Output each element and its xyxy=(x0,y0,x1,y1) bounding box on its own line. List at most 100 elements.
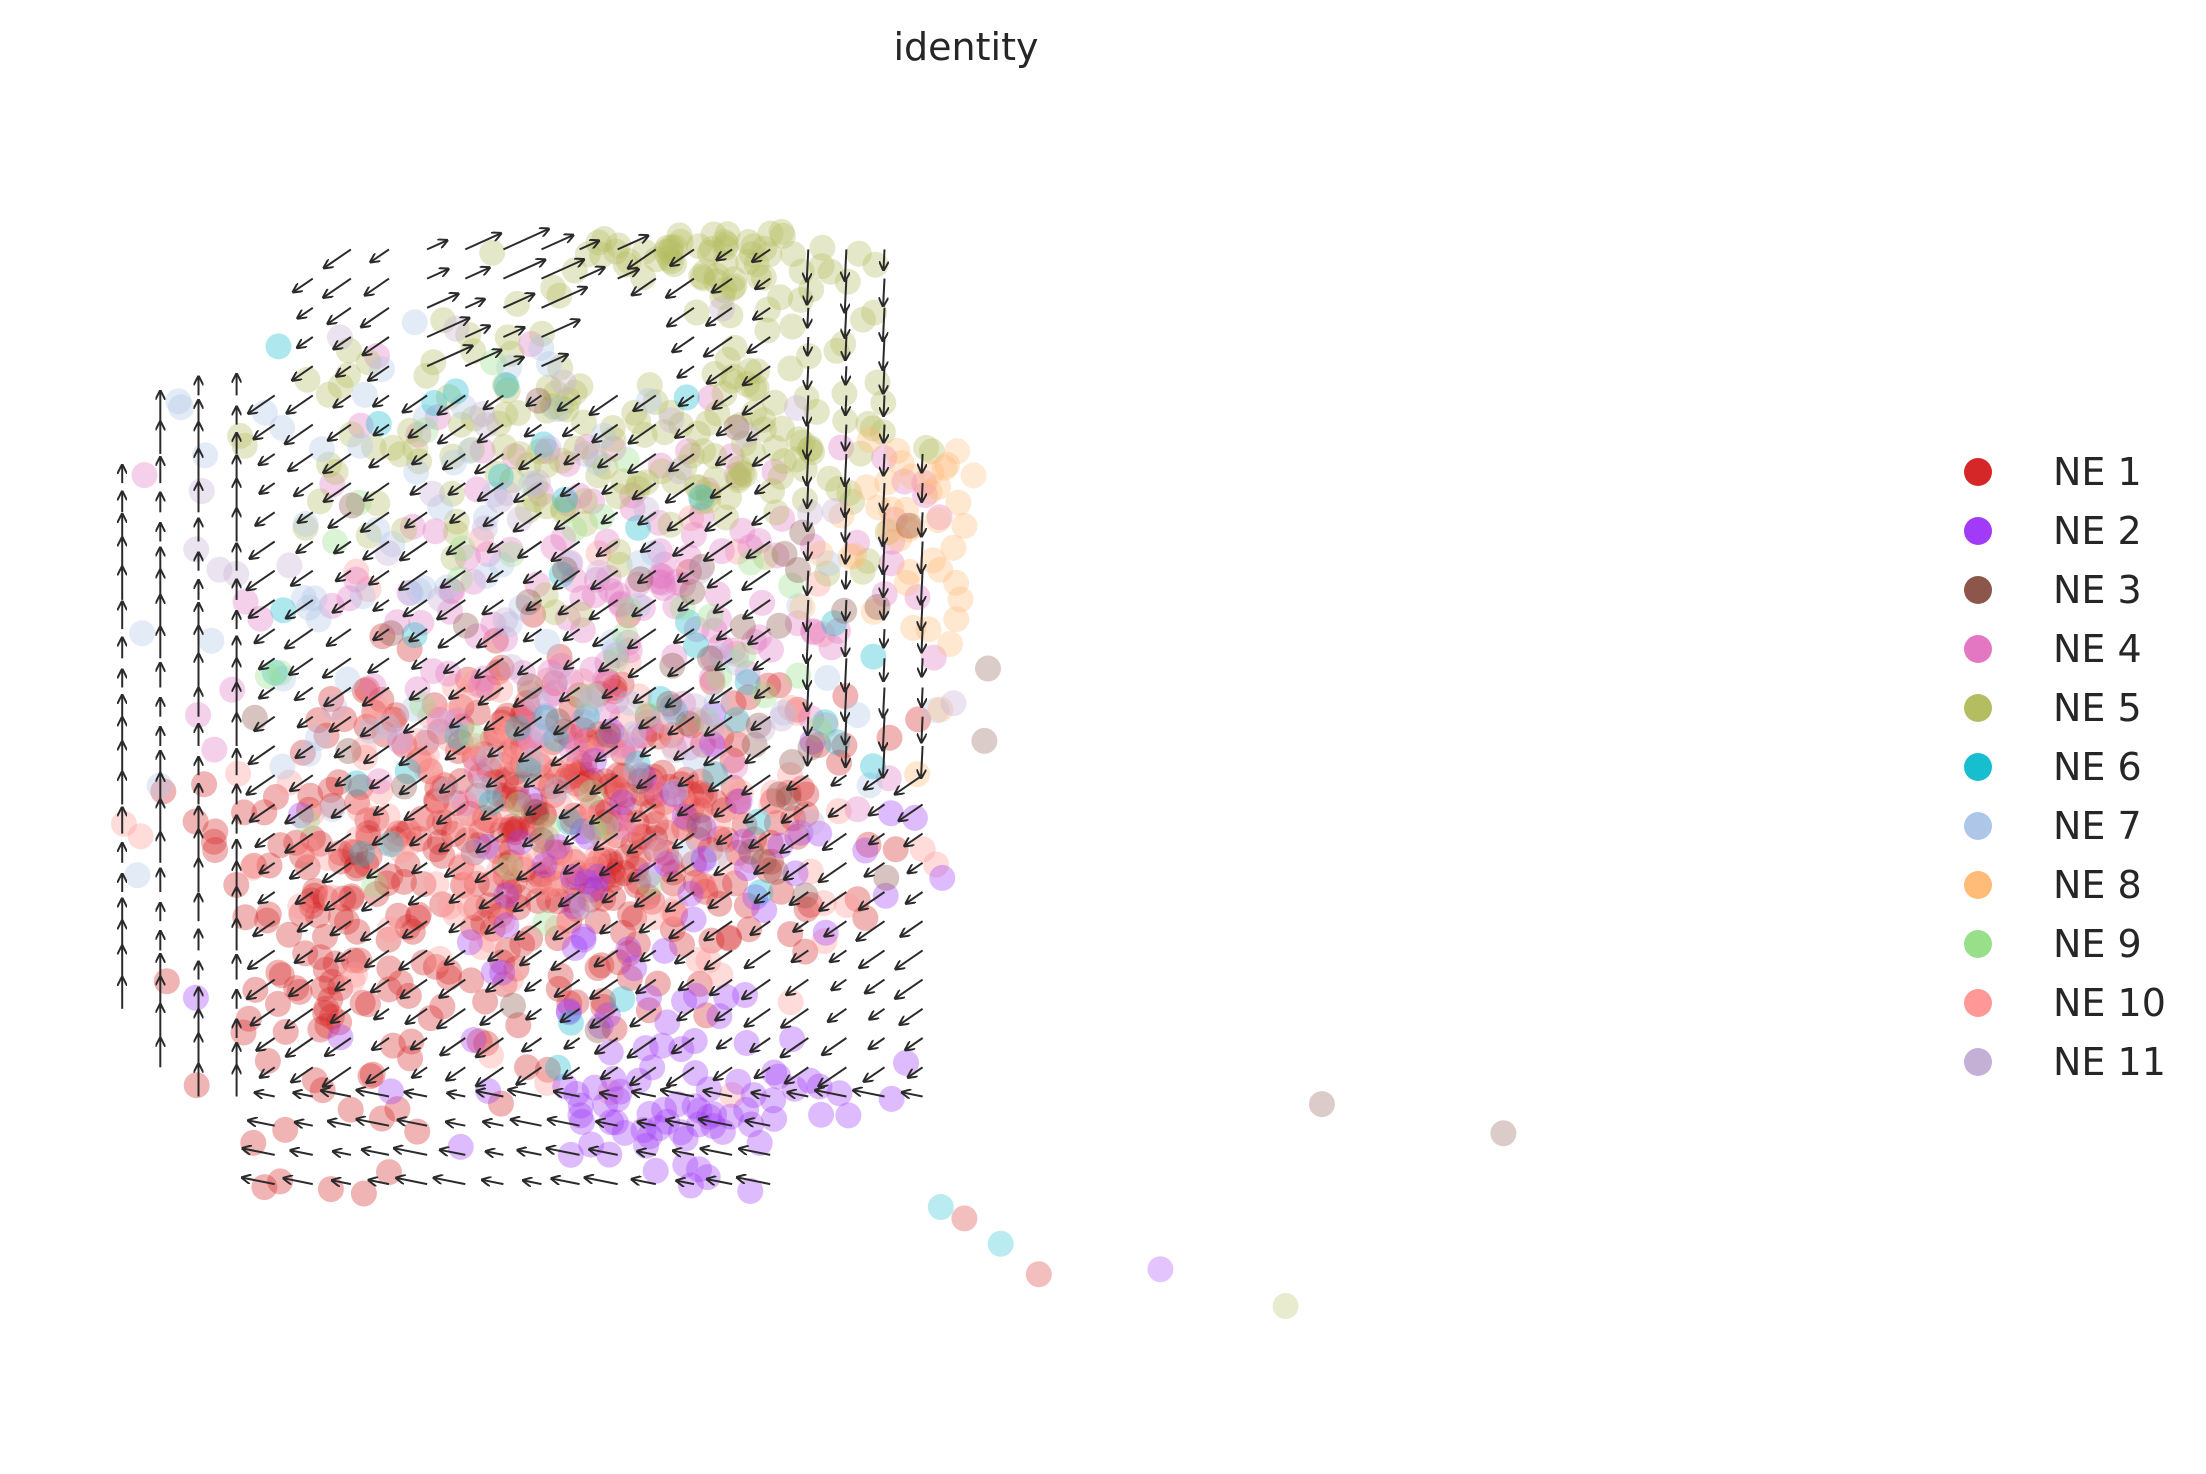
data-point xyxy=(694,1164,721,1191)
data-point xyxy=(1147,1256,1174,1283)
legend-label: NE 3 xyxy=(2053,568,2142,612)
data-point xyxy=(664,1091,691,1118)
data-point xyxy=(698,713,725,740)
data-point xyxy=(572,510,599,537)
velocity-arrow xyxy=(396,1178,428,1186)
data-point xyxy=(733,1030,760,1056)
velocity-arrow xyxy=(371,978,390,992)
velocity-arrow xyxy=(399,949,428,969)
data-point xyxy=(497,816,524,843)
velocity-arrow xyxy=(921,716,922,743)
velocity-arrow xyxy=(476,1066,504,1086)
data-point xyxy=(401,309,428,336)
data-point xyxy=(276,552,303,579)
legend-label: NE 1 xyxy=(2053,450,2142,494)
velocity-arrow xyxy=(590,978,619,999)
data-point xyxy=(410,749,437,776)
velocity-arrow xyxy=(335,978,352,991)
velocity-arrow xyxy=(329,511,352,527)
data-point xyxy=(879,528,906,555)
velocity-arrow xyxy=(242,1178,275,1186)
data-point xyxy=(476,757,503,784)
velocity-arrow xyxy=(638,1122,656,1126)
data-point xyxy=(821,497,848,524)
data-point xyxy=(406,808,433,834)
data-point xyxy=(637,871,664,898)
velocity-arrow xyxy=(446,1122,466,1126)
data-point xyxy=(338,492,365,519)
data-point xyxy=(805,732,832,758)
data-point xyxy=(642,1157,669,1184)
data-point xyxy=(370,708,397,735)
data-point xyxy=(849,558,876,585)
velocity-arrow xyxy=(464,268,489,280)
data-point xyxy=(460,405,487,432)
data-point xyxy=(492,863,519,890)
data-point xyxy=(518,331,545,358)
data-point xyxy=(472,988,499,1015)
data-point xyxy=(458,967,485,994)
velocity-arrow xyxy=(864,1066,886,1081)
velocity-arrow xyxy=(883,453,884,476)
data-point xyxy=(535,435,562,462)
data-point xyxy=(532,703,559,729)
data-point xyxy=(657,511,684,538)
data-point xyxy=(725,467,752,494)
data-point xyxy=(542,871,569,898)
data-point xyxy=(567,803,593,830)
data-point xyxy=(555,550,582,577)
data-point xyxy=(592,726,619,753)
velocity-arrow xyxy=(287,394,314,413)
data-point xyxy=(360,673,387,700)
legend: NE 1 NE 2 NE 3 NE 4 NE 5 NE 6 NE 7 NE 8 NE 9 NE 1… xyxy=(1964,450,2166,1084)
data-point xyxy=(682,869,709,896)
data-point xyxy=(566,482,593,509)
velocity-arrow xyxy=(884,424,885,443)
data-point xyxy=(789,594,816,621)
velocity-arrow xyxy=(295,1122,313,1126)
velocity-arrow xyxy=(737,1177,771,1186)
data-point xyxy=(254,907,281,934)
data-point xyxy=(183,536,210,563)
data-point xyxy=(627,823,654,850)
data-point xyxy=(461,733,488,759)
data-point xyxy=(338,883,365,910)
data-point xyxy=(761,1059,788,1086)
data-point xyxy=(426,945,453,972)
data-point xyxy=(410,871,437,898)
data-point xyxy=(775,785,802,812)
data-point xyxy=(831,597,858,624)
data-point xyxy=(424,775,451,802)
data-point xyxy=(534,628,561,655)
velocity-arrow xyxy=(807,483,808,508)
data-point xyxy=(427,494,454,521)
data-point xyxy=(601,637,628,664)
data-point xyxy=(563,435,589,462)
data-point xyxy=(307,1016,334,1043)
velocity-arrow xyxy=(285,628,314,648)
velocity-arrow xyxy=(752,1093,771,1097)
data-point xyxy=(987,1230,1014,1257)
legend-marker xyxy=(1964,753,1992,781)
velocity-arrow xyxy=(439,628,466,647)
velocity-arrow xyxy=(412,1066,428,1077)
data-point xyxy=(688,263,715,290)
data-point xyxy=(567,601,594,628)
data-point xyxy=(561,935,588,961)
legend-label: NE 10 xyxy=(2053,981,2166,1025)
data-point xyxy=(721,273,748,300)
velocity-arrow xyxy=(815,1090,847,1098)
velocity-arrow xyxy=(632,1092,656,1097)
velocity-arrow xyxy=(439,978,466,998)
data-point xyxy=(435,384,462,411)
data-point xyxy=(584,1017,611,1044)
data-point xyxy=(720,690,747,717)
velocity-arrow xyxy=(297,540,314,553)
data-point xyxy=(201,736,228,763)
data-point xyxy=(533,452,560,478)
data-point xyxy=(301,585,328,612)
data-point xyxy=(639,798,666,824)
velocity-arrow xyxy=(807,307,808,328)
legend-marker xyxy=(1964,989,1992,1017)
data-point xyxy=(337,1096,364,1123)
